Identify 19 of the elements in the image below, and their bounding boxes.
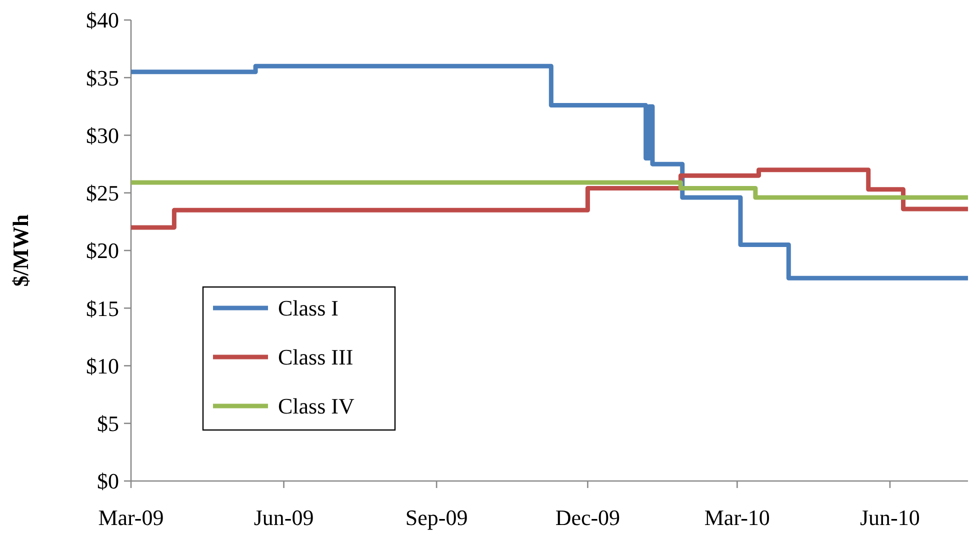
y-tick-label: $40 (86, 8, 119, 33)
x-tick-label: Sep-09 (405, 505, 468, 530)
y-tick-label: $5 (97, 411, 119, 436)
x-tick-label: Dec-09 (555, 505, 620, 530)
y-tick-label: $25 (86, 180, 119, 206)
legend-label: Class IV (278, 394, 354, 419)
x-tick-label: Jun-10 (860, 505, 920, 530)
x-tick-label: Mar-10 (704, 505, 770, 530)
x-tick-label: Mar-09 (98, 505, 164, 530)
legend-label: Class III (278, 344, 354, 370)
y-tick-label: $15 (86, 296, 119, 321)
y-axis-title: $/MWh (8, 214, 33, 287)
y-tick-label: $20 (86, 238, 119, 264)
y-tick-label: $10 (86, 353, 119, 378)
y-tick-label: $0 (97, 468, 119, 494)
y-tick-label: $35 (86, 65, 119, 90)
legend-label: Class I (278, 296, 338, 321)
y-tick-label: $30 (86, 122, 119, 148)
x-tick-label: Jun-09 (254, 505, 314, 530)
